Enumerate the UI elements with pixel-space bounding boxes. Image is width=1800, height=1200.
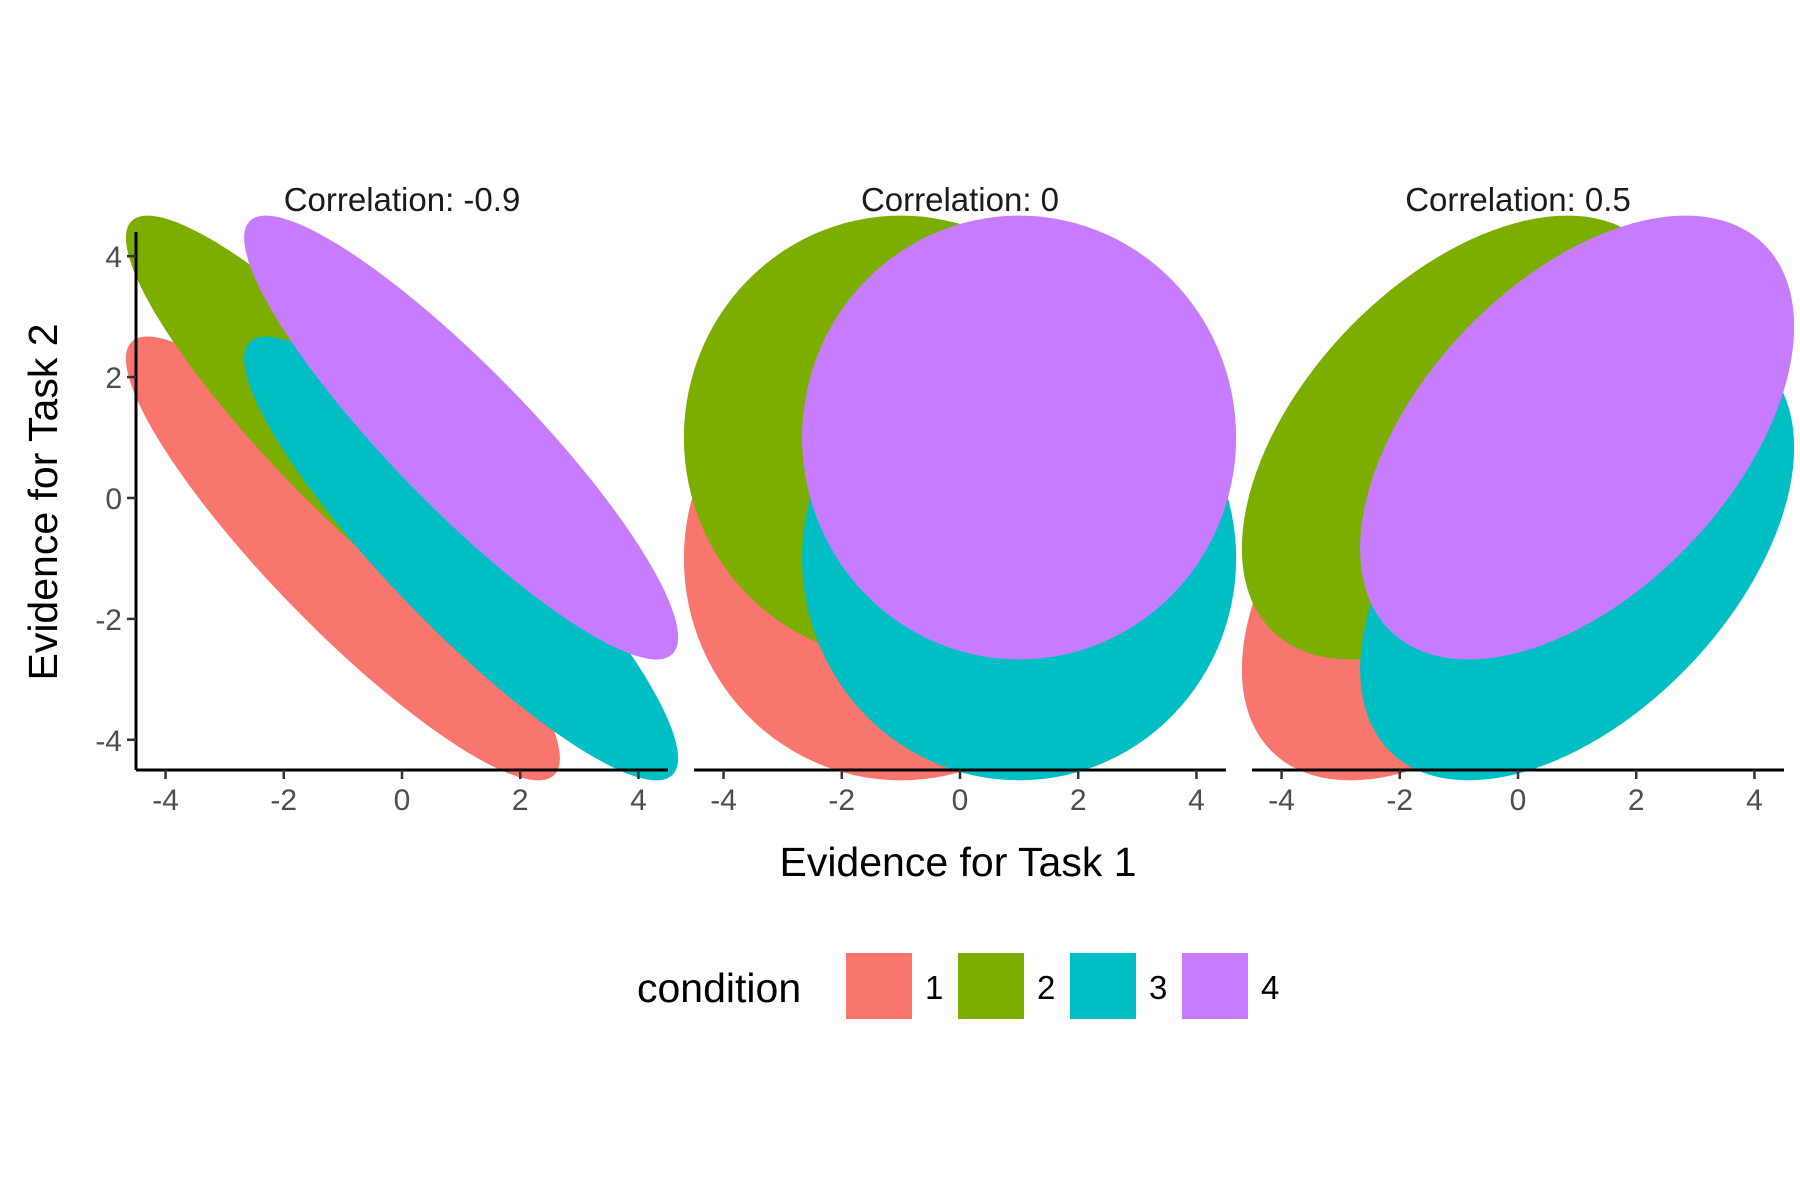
- panels: Correlation: -0.9-4 -2 0 2 4-4-2024Correlati…: [95, 181, 1795, 817]
- legend-entries: 1 2 3 4: [846, 953, 1279, 1019]
- x-tick-label: -4: [1268, 784, 1295, 817]
- x-tick-label: 2: [1628, 784, 1645, 817]
- panel-2: Correlation: 0 -4 -2 0 2 4: [683, 181, 1237, 817]
- legend-swatch: [1182, 953, 1248, 1019]
- y-tick-label: 2: [105, 362, 122, 395]
- ellipse-condition-1: [125, 336, 560, 781]
- ellipse-condition-4: [802, 215, 1237, 660]
- x-tick-label: 4: [630, 784, 647, 817]
- legend-entry: 4: [1182, 953, 1279, 1019]
- x-tick-label: -2: [270, 784, 297, 817]
- y-axis-title: Evidence for Task 2: [20, 323, 66, 680]
- legend-swatch: [846, 953, 912, 1019]
- x-tick-label: 4: [1746, 784, 1763, 817]
- x-tick-label: -2: [828, 784, 855, 817]
- panel-title: Correlation: 0: [861, 181, 1059, 218]
- legend: condition 1 2 3 4: [637, 953, 1279, 1019]
- x-tick-label: 2: [1070, 784, 1087, 817]
- panel-3: Correlation: 0.5 -4 -2 0 2 4: [1241, 181, 1795, 817]
- x-tick-label: 2: [512, 784, 529, 817]
- legend-entry: 2: [958, 953, 1055, 1019]
- ellipse-condition-3: [244, 336, 679, 781]
- legend-label: 3: [1149, 969, 1167, 1006]
- panel-1: Correlation: -0.9 -4 -2 0 2 4 -4 -2 0 2 4: [95, 181, 679, 817]
- x-tick-label: -4: [152, 784, 179, 817]
- legend-title: condition: [637, 965, 801, 1011]
- x-axis-title: Evidence for Task 1: [779, 839, 1136, 885]
- legend-label: 4: [1261, 969, 1279, 1006]
- y-tick-label: -2: [95, 604, 122, 637]
- panel-title: Correlation: -0.9: [284, 181, 521, 218]
- x-tick-label: 4: [1188, 784, 1205, 817]
- legend-swatch: [1070, 953, 1136, 1019]
- legend-swatch: [958, 953, 1024, 1019]
- ellipse-condition-4: [244, 215, 679, 660]
- legend-entry: 3: [1070, 953, 1167, 1019]
- y-tick-label: 0: [105, 483, 122, 516]
- x-tick-label: -2: [1386, 784, 1413, 817]
- x-tick-label: 0: [394, 784, 411, 817]
- legend-label: 2: [1037, 969, 1055, 1006]
- y-tick-label: -4: [95, 725, 122, 758]
- x-tick-label: 0: [952, 784, 969, 817]
- x-tick-label: -4: [710, 784, 737, 817]
- legend-label: 1: [925, 969, 943, 1006]
- ellipse-condition-4: [1360, 215, 1795, 660]
- legend-entry: 1: [846, 953, 943, 1019]
- x-tick-label: 0: [1510, 784, 1527, 817]
- panel-title: Correlation: 0.5: [1405, 181, 1631, 218]
- y-tick-label: 4: [105, 241, 122, 274]
